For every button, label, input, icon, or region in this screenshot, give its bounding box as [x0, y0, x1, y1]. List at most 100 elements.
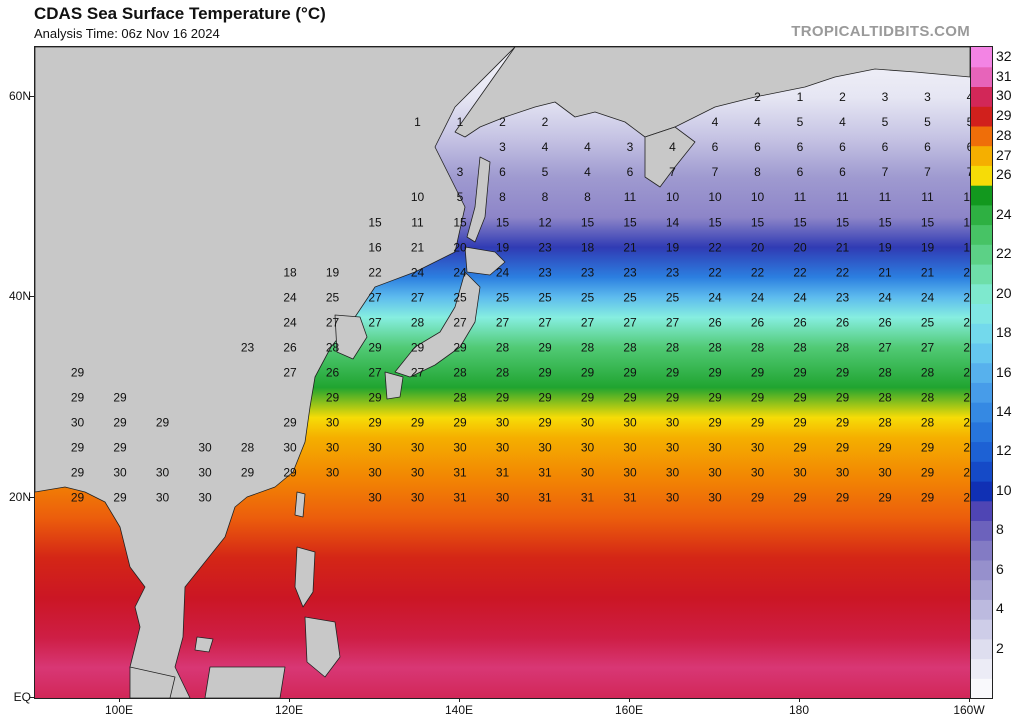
lat-tick — [30, 296, 34, 298]
sst-value: 29 — [921, 466, 935, 480]
sst-value: 30 — [156, 466, 170, 480]
hokkaido — [464, 246, 506, 276]
sst-value: 28 — [793, 341, 807, 355]
sst-value: 28 — [963, 491, 970, 505]
sst-value: 5 — [457, 190, 464, 204]
sst-value: 8 — [542, 190, 549, 204]
lon-label: 180 — [788, 703, 810, 717]
colorbar-segment — [971, 86, 992, 107]
sst-value: 4 — [669, 140, 676, 154]
sst-value: 29 — [666, 391, 680, 405]
sst-value: 28 — [453, 391, 467, 405]
colorbar-segment — [971, 303, 992, 324]
sst-value: 30 — [326, 466, 340, 480]
sst-value: 21 — [411, 240, 425, 254]
sst-value: 29 — [411, 341, 425, 355]
sst-value: 22 — [708, 240, 722, 254]
sst-value: 23 — [666, 265, 680, 279]
sst-value: 30 — [708, 491, 722, 505]
sst-value: 30 — [496, 441, 510, 455]
sst-value: 11 — [624, 190, 637, 204]
sst-value: 30 — [453, 441, 467, 455]
sst-value: 28 — [453, 366, 467, 380]
sst-value: 15 — [368, 215, 382, 229]
map-title: CDAS Sea Surface Temperature (°C) — [34, 4, 326, 23]
sst-value: 5 — [882, 115, 889, 129]
sst-value: 19 — [963, 240, 970, 254]
colorbar-segment — [971, 421, 992, 443]
sst-value: 23 — [623, 265, 637, 279]
sst-value: 21 — [963, 265, 970, 279]
colorbar-label: 27 — [996, 146, 1012, 163]
sst-value: 29 — [836, 366, 850, 380]
lat-tick — [30, 496, 34, 498]
colorbar-label: 4 — [996, 600, 1004, 617]
sst-value: 25 — [921, 315, 935, 329]
sst-value: 31 — [538, 491, 552, 505]
sst-value: 28 — [878, 366, 892, 380]
sst-value: 27 — [878, 341, 892, 355]
colorbar-segment — [971, 619, 992, 640]
sst-value: 27 — [368, 290, 382, 304]
sst-value: 28 — [708, 341, 722, 355]
sst-value: 31 — [538, 466, 552, 480]
sst-value: 28 — [326, 341, 340, 355]
sst-value: 25 — [326, 290, 340, 304]
sst-value: 15 — [793, 215, 807, 229]
hainan — [194, 636, 214, 653]
sst-value: 4 — [967, 90, 970, 104]
sst-value: 29 — [836, 441, 850, 455]
lon-tick — [969, 698, 970, 702]
sst-value: 29 — [793, 416, 807, 430]
sst-value: 29 — [666, 366, 680, 380]
sst-value: 22 — [836, 265, 850, 279]
sst-value: 19 — [921, 240, 935, 254]
colorbar-segment — [971, 283, 992, 304]
sst-value: 3 — [924, 90, 931, 104]
sst-value: 25 — [496, 290, 510, 304]
sst-value: 19 — [878, 240, 892, 254]
colorbar-segment — [971, 125, 992, 147]
sst-value: 21 — [878, 265, 892, 279]
sst-value: 7 — [924, 165, 931, 179]
sst-value: 30 — [581, 441, 595, 455]
sst-value: 21 — [836, 240, 850, 254]
sst-value: 4 — [584, 140, 591, 154]
sst-value: 27 — [411, 290, 425, 304]
sst-value: 31 — [581, 491, 595, 505]
sst-value: 10 — [751, 190, 765, 204]
colorbar-segment — [971, 323, 992, 344]
sst-value: 21 — [623, 240, 637, 254]
sst-value: 5 — [797, 115, 804, 129]
colorbar-label: 12 — [996, 442, 1012, 459]
sst-value: 11 — [921, 190, 934, 204]
sst-value: 23 — [581, 265, 595, 279]
colorbar-label: 20 — [996, 284, 1012, 301]
sst-value: 15 — [453, 215, 467, 229]
sst-value: 28 — [496, 366, 510, 380]
sst-value: 23 — [241, 341, 255, 355]
sst-value: 30 — [751, 466, 765, 480]
sst-value: 22 — [793, 265, 807, 279]
sst-value: 28 — [921, 416, 935, 430]
colorbar-label: 6 — [996, 560, 1004, 577]
sst-value: 29 — [878, 441, 892, 455]
colorbar-label: 28 — [996, 126, 1012, 143]
colorbar-label: 10 — [996, 481, 1012, 498]
sst-value: 19 — [666, 240, 680, 254]
colorbar-segment — [971, 204, 992, 226]
colorbar-segment — [971, 244, 992, 265]
sst-value: 29 — [836, 416, 850, 430]
sst-value: 26 — [878, 315, 892, 329]
colorbar-label: 16 — [996, 363, 1012, 380]
lat-label: 40N — [8, 289, 31, 304]
sst-value: 29 — [368, 341, 382, 355]
sst-value: 29 — [71, 491, 85, 505]
honshu — [394, 271, 481, 378]
sst-value: 28 — [878, 391, 892, 405]
sst-value: 29 — [326, 391, 340, 405]
sst-value: 27 — [538, 315, 552, 329]
sst-value: 6 — [754, 140, 761, 154]
colorbar-segment — [971, 461, 992, 482]
sst-value: 25 — [666, 290, 680, 304]
